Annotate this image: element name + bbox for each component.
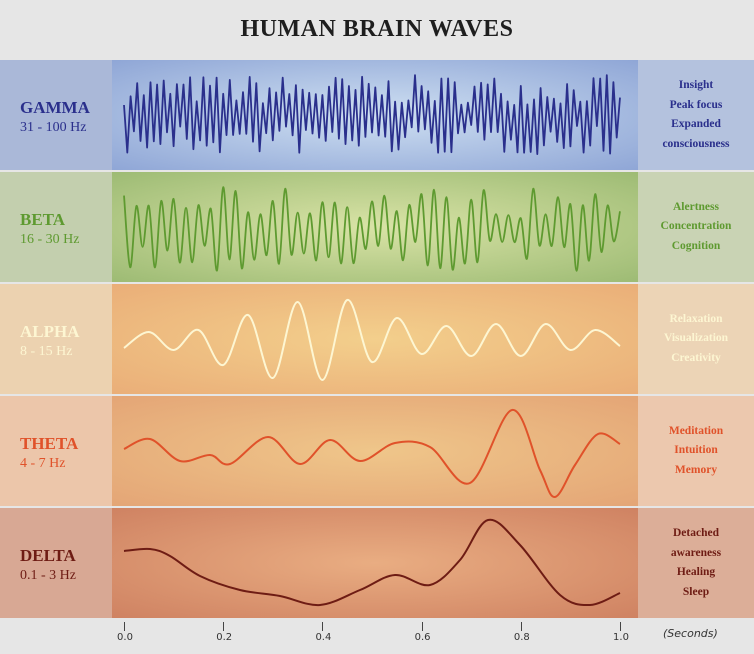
beta-wave [123, 186, 621, 272]
alpha-name: ALPHA [20, 322, 80, 341]
axis-tick-label: 1.0 [613, 632, 629, 643]
effect-label: Relaxation [669, 312, 723, 325]
beta-label-panel: BETA 16 - 30 Hz [0, 172, 112, 282]
alpha-frequency: 8 - 15 Hz [20, 344, 73, 359]
band-gamma: GAMMA 31 - 100 Hz Insight Peak focus Expan… [0, 60, 754, 170]
gamma-wave [123, 74, 621, 155]
delta-frequency: 0.1 - 3 Hz [20, 568, 76, 583]
effect-label: Meditation [668, 424, 724, 437]
band-beta: BETA 16 - 30 Hz Alertness Concentration Co… [0, 172, 754, 282]
gamma-name: GAMMA [20, 98, 90, 117]
axis-tick-label: 0.6 [414, 632, 431, 643]
axis-tick-label: 0.4 [315, 632, 332, 643]
delta-name: DELTA [20, 546, 76, 565]
theta-wave [123, 409, 621, 498]
band-theta: THETA 4 - 7 Hz Meditation Intuition Memory [0, 396, 754, 506]
axis-unit: (Seconds) [663, 627, 718, 640]
delta-wave [123, 518, 621, 607]
axis-tick [223, 622, 225, 631]
alpha-effects: Relaxation Visualization Creativity [638, 284, 754, 394]
alpha-wave [123, 298, 621, 382]
beta-frequency: 16 - 30 Hz [20, 232, 80, 247]
effect-label: Expanded [671, 118, 721, 130]
effect-label: Creativity [671, 351, 721, 364]
beta-effects: Alertness Concentration Cognition [638, 172, 754, 282]
effect-label: Insight [678, 79, 714, 91]
effect-label: Intuition [674, 444, 718, 457]
axis-tick-label: 0.0 [117, 632, 133, 643]
theta-wave-panel [112, 396, 638, 506]
beta-name: BETA [20, 210, 66, 229]
time-axis: (Seconds) 0.0 0.2 0.4 0.6 0.8 1.0 [0, 618, 754, 654]
beta-wave-panel [112, 172, 638, 282]
effect-label: Alertness [673, 200, 719, 213]
axis-tick-label: 0.8 [513, 632, 530, 643]
axis-tick [620, 622, 621, 631]
gamma-label-panel: GAMMA 31 - 100 Hz [0, 60, 112, 170]
alpha-wave-panel [112, 284, 638, 394]
axis-tick [124, 622, 125, 631]
effect-label: Concentration [660, 220, 732, 233]
delta-effects: Detached awareness Healing Sleep [638, 508, 754, 618]
effect-label: Healing [676, 566, 716, 578]
theta-effects: Meditation Intuition Memory [638, 396, 754, 506]
effect-label: Visualization [663, 332, 729, 345]
effect-label: awareness [670, 546, 722, 559]
effect-label: Detached [673, 527, 719, 539]
band-alpha: ALPHA 8 - 15 Hz Relaxation Visualization C… [0, 284, 754, 394]
gamma-frequency: 31 - 100 Hz [20, 120, 87, 135]
effect-label: Sleep [682, 585, 710, 598]
effect-label: Cognition [671, 239, 721, 252]
page-title: HUMAN BRAIN WAVES [240, 15, 514, 42]
gamma-effects: Insight Peak focus Expanded consciousness [638, 60, 754, 170]
band-delta: DELTA 0.1 - 3 Hz Detached awareness Healin… [0, 508, 754, 618]
effect-label: Peak focus [669, 98, 723, 111]
axis-tick [520, 622, 522, 631]
axis-tick [421, 622, 423, 631]
theta-name: THETA [20, 434, 79, 453]
alpha-label-panel: ALPHA 8 - 15 Hz [0, 284, 112, 394]
gamma-wave-panel [112, 60, 638, 170]
effect-label: consciousness [662, 137, 730, 150]
delta-label-panel: DELTA 0.1 - 3 Hz [0, 508, 112, 618]
delta-wave-panel [112, 508, 638, 618]
theta-label-panel: THETA 4 - 7 Hz [0, 396, 112, 506]
theta-frequency: 4 - 7 Hz [20, 456, 66, 471]
axis-tick [322, 622, 324, 631]
effect-label: Memory [674, 463, 718, 476]
axis-tick-label: 0.2 [216, 632, 233, 643]
